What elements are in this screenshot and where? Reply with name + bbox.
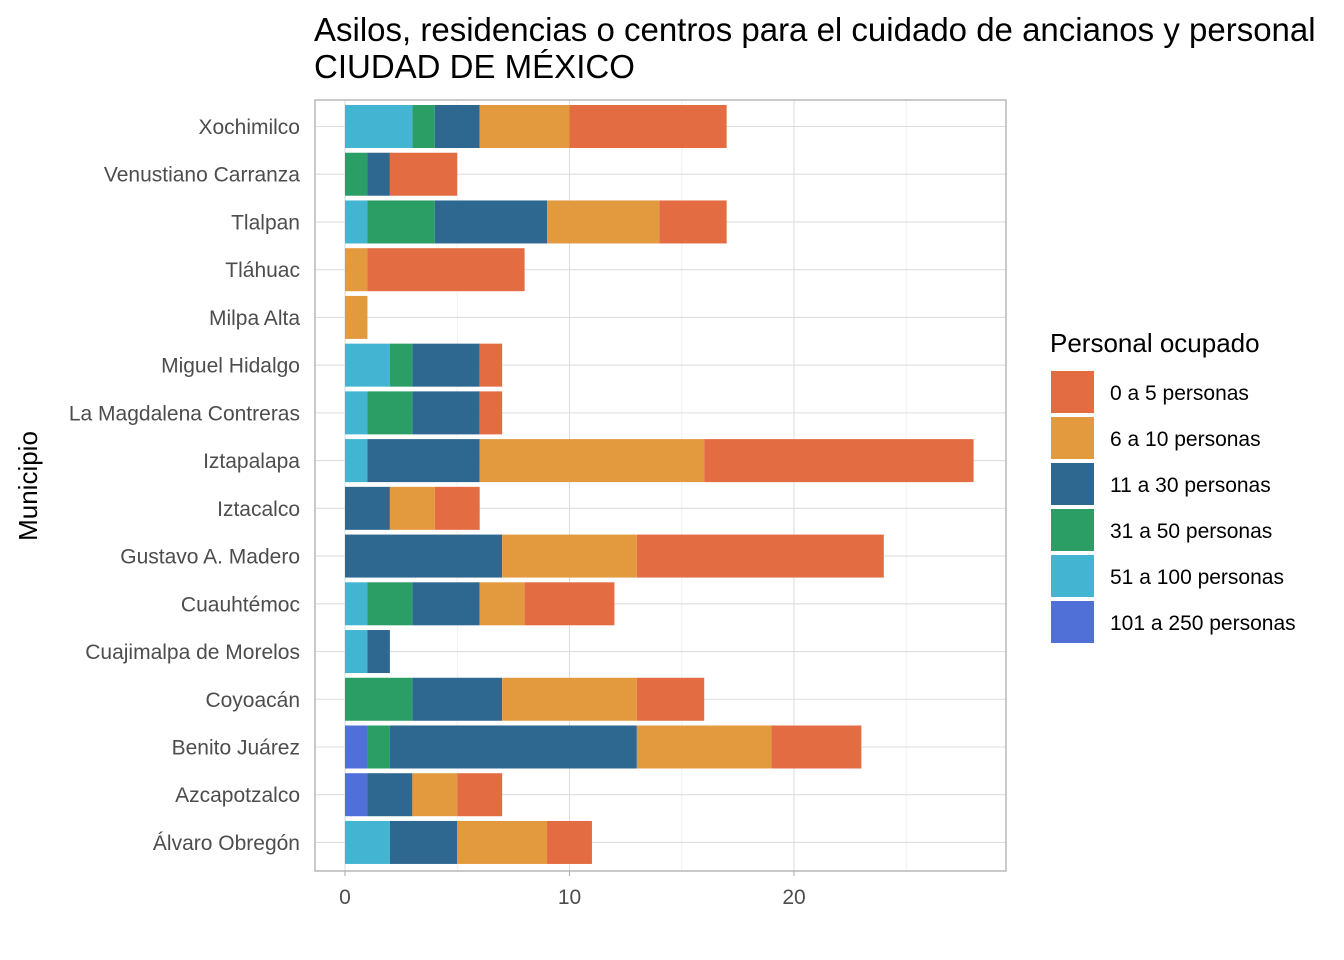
legend-swatch	[1051, 463, 1094, 505]
category-label: Coyoacán	[205, 689, 300, 712]
legend-label: 51 a 100 personas	[1110, 566, 1284, 589]
category-label: Azcapotzalco	[175, 784, 300, 807]
legend-label: 6 a 10 personas	[1110, 428, 1261, 451]
bar-segment	[389, 343, 413, 387]
category-label: La Magdalena Contreras	[69, 402, 300, 425]
category-label: Tláhuac	[225, 259, 300, 282]
bar-segment	[502, 534, 637, 578]
bar-segment	[434, 105, 480, 148]
bar-segment	[345, 248, 368, 292]
bars	[345, 105, 974, 864]
category-label: Gustavo A. Madero	[120, 546, 300, 569]
bar-segment	[367, 582, 413, 626]
bar-segment	[636, 534, 884, 578]
bar-segment	[367, 248, 525, 292]
bar-segment	[345, 820, 390, 864]
bar-segment	[367, 152, 390, 196]
x-tick-label: 20	[782, 886, 805, 909]
bar-segment	[389, 820, 458, 864]
bar-segment	[389, 486, 435, 530]
bar-segment	[457, 820, 548, 864]
bar-segment	[412, 773, 458, 817]
legend-label: 11 a 30 personas	[1110, 474, 1271, 497]
chart-title: Asilos, residencias o centros para el cu…	[314, 11, 1316, 48]
panel-border	[314, 99, 1007, 872]
bar-segment	[704, 439, 974, 483]
legend-swatch	[1051, 601, 1094, 643]
category-label: Cuauhtémoc	[181, 593, 300, 616]
legend-swatch	[1051, 371, 1094, 413]
bar-segment	[345, 630, 368, 674]
bar-segment	[636, 677, 705, 721]
category-label: Iztapalapa	[203, 450, 300, 473]
category-label: Iztacalco	[217, 498, 300, 521]
x-axis-ticks: 0 10 20	[339, 871, 806, 909]
bar-segment	[659, 200, 727, 244]
legend-title: Personal ocupado	[1050, 328, 1260, 358]
bar-segment	[345, 391, 368, 435]
bar-segment	[412, 105, 435, 148]
category-label: Miguel Hidalgo	[161, 355, 300, 378]
bar-segment	[412, 391, 480, 435]
bar-segment	[412, 677, 503, 721]
legend-label: 0 a 5 personas	[1110, 382, 1249, 405]
bar-segment	[479, 105, 570, 148]
category-label: Tlalpan	[231, 211, 300, 234]
bar-segment	[389, 725, 637, 769]
bar-segment	[345, 677, 413, 721]
bar-segment	[345, 725, 368, 769]
category-label: Cuajimalpa de Morelos	[85, 641, 300, 664]
bar-segment	[479, 391, 503, 435]
bar-segment	[457, 773, 503, 817]
bar-segment	[345, 343, 390, 387]
legend-swatch	[1051, 509, 1094, 551]
bar-segment	[434, 486, 480, 530]
bar-segment	[345, 439, 368, 483]
legend-swatch	[1051, 555, 1094, 597]
category-label: Venustiano Carranza	[104, 164, 300, 187]
bar-segment	[345, 105, 413, 148]
bar-segment	[434, 200, 548, 244]
legend-label: 101 a 250 personas	[1110, 612, 1296, 635]
bar-segment	[636, 725, 772, 769]
category-label: Álvaro Obregón	[153, 832, 300, 855]
bar-segment	[502, 677, 637, 721]
bar-segment	[389, 152, 458, 196]
category-labels: Xochimilco Venustiano Carranza Tlalpan Tláh…	[69, 116, 300, 855]
category-label: Milpa Alta	[209, 307, 300, 330]
bar-segment	[367, 773, 413, 817]
bar-segment	[524, 582, 615, 626]
legend-label: 31 a 50 personas	[1110, 520, 1272, 543]
bar-segment	[345, 773, 368, 817]
category-label: Xochimilco	[198, 116, 300, 139]
bar-segment	[345, 295, 368, 339]
bar-segment	[547, 820, 592, 864]
chart-subtitle: CIUDAD DE MÉXICO	[314, 48, 635, 85]
legend: Personal ocupado 0 a 5 personas 6 a 10 pe…	[1050, 328, 1296, 643]
bar-segment	[345, 582, 368, 626]
bar-segment	[771, 725, 862, 769]
legend-swatch	[1051, 417, 1094, 459]
bar-segment	[367, 200, 435, 244]
bar-segment	[367, 391, 413, 435]
x-tick-label: 0	[339, 886, 351, 909]
bar-segment	[367, 439, 480, 483]
bar-segment	[345, 152, 368, 196]
bar-segment	[479, 582, 525, 626]
bar-segment	[479, 439, 705, 483]
y-axis-title: Municipio	[13, 431, 43, 541]
bar-segment	[367, 725, 390, 769]
bar-segment	[345, 200, 368, 244]
x-tick-label: 10	[558, 886, 581, 909]
category-label: Benito Juárez	[172, 736, 300, 759]
bar-segment	[367, 630, 390, 674]
bar-segment	[412, 582, 480, 626]
bar-segment	[569, 105, 727, 148]
bar-segment	[479, 343, 503, 387]
bar-segment	[412, 343, 480, 387]
bar-segment	[345, 534, 503, 578]
bar-segment	[345, 486, 390, 530]
bar-segment	[547, 200, 660, 244]
